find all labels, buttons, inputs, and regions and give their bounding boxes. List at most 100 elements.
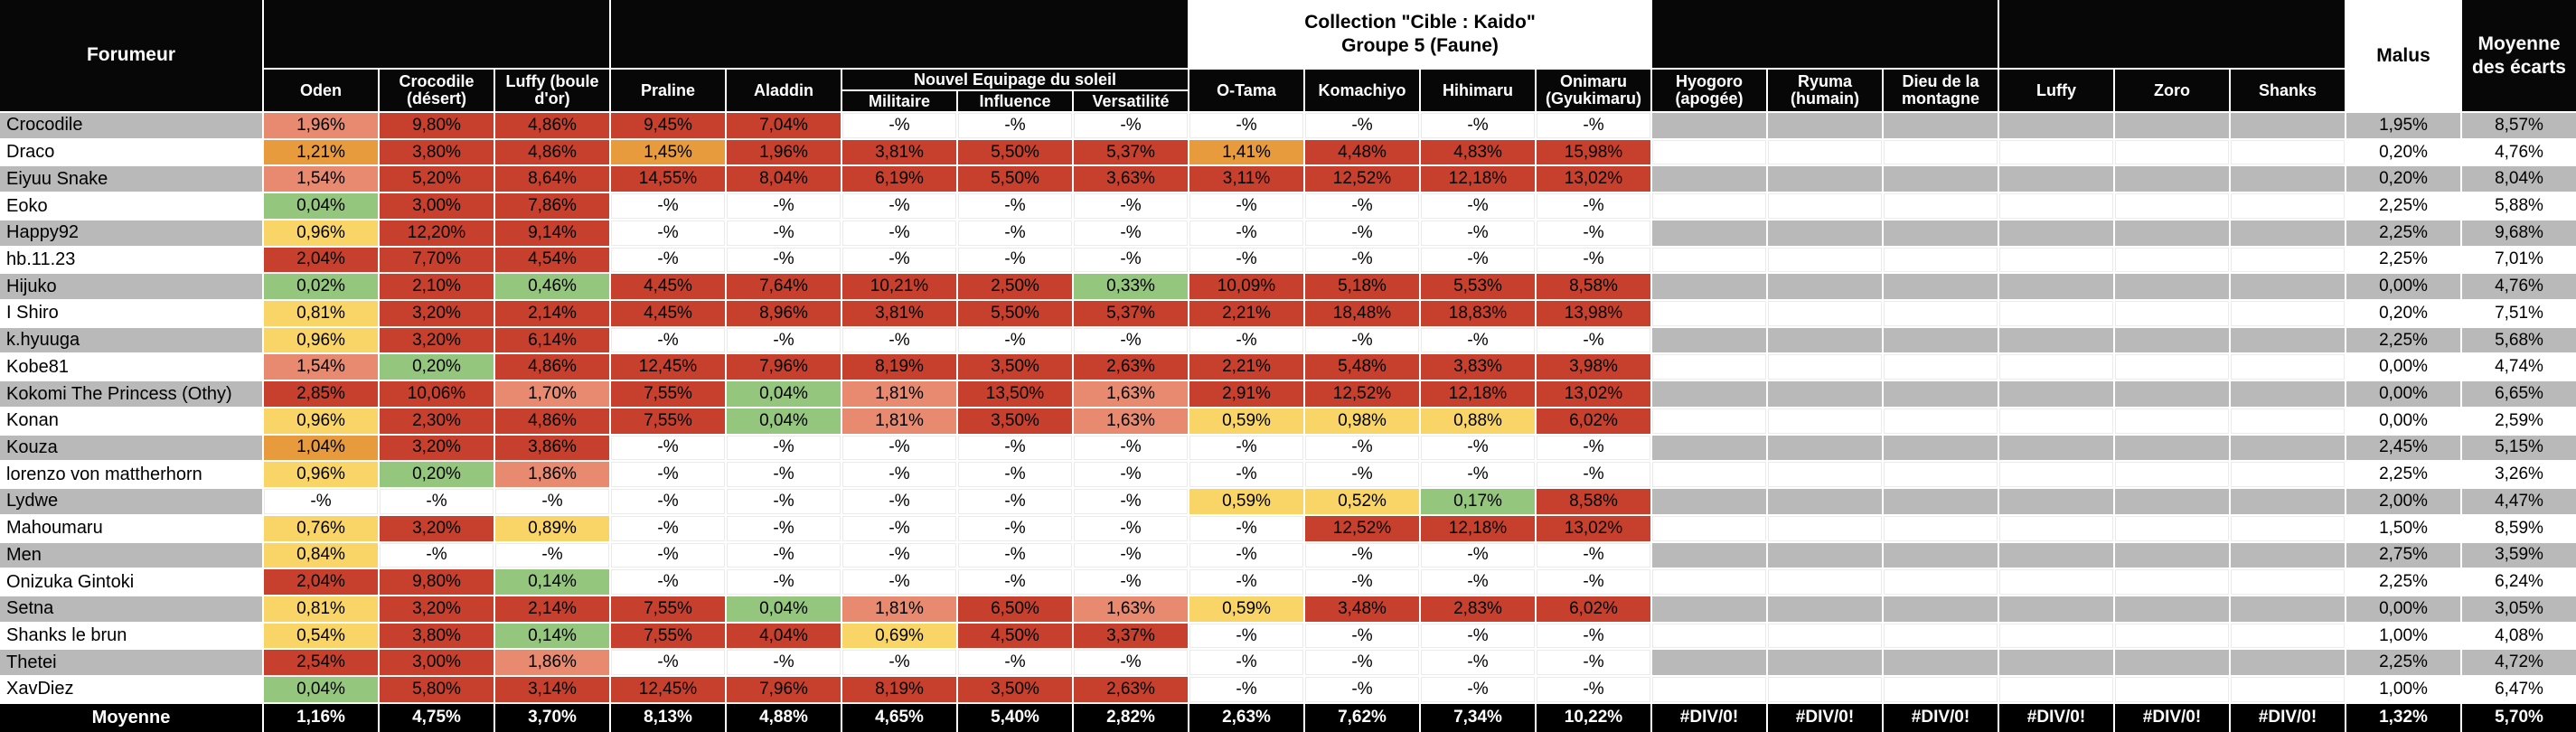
malus-cell[interactable]: 2,25% <box>2346 193 2460 219</box>
empty-cell[interactable] <box>2115 408 2229 434</box>
dash-cell[interactable]: -% <box>1537 569 1650 595</box>
dash-cell[interactable]: -% <box>611 542 725 568</box>
value-cell[interactable]: 12,52% <box>1305 381 1419 407</box>
dash-cell[interactable]: -% <box>1305 435 1419 461</box>
dash-cell[interactable]: -% <box>1421 220 1535 246</box>
empty-cell[interactable] <box>1768 274 1882 300</box>
value-cell[interactable]: 4,54% <box>495 247 609 273</box>
empty-cell[interactable] <box>1999 462 2113 488</box>
value-cell[interactable]: 1,41% <box>1189 139 1303 165</box>
empty-cell[interactable] <box>2231 435 2345 461</box>
dash-cell[interactable]: -% <box>1189 677 1303 702</box>
dash-cell[interactable]: -% <box>1189 113 1303 138</box>
dash-cell[interactable]: -% <box>1305 623 1419 649</box>
empty-cell[interactable] <box>2231 677 2345 702</box>
dash-cell[interactable]: -% <box>1305 462 1419 488</box>
empty-cell[interactable] <box>1884 139 1998 165</box>
value-cell[interactable]: 1,96% <box>264 113 378 138</box>
value-cell[interactable]: 0,46% <box>495 274 609 300</box>
empty-cell[interactable] <box>2231 462 2345 488</box>
value-cell[interactable]: 12,52% <box>1305 166 1419 192</box>
dash-cell[interactable]: -% <box>1421 623 1535 649</box>
empty-cell[interactable] <box>1884 569 1998 595</box>
empty-cell[interactable] <box>1999 381 2113 407</box>
empty-cell[interactable] <box>2115 354 2229 380</box>
moyenne-value-cell[interactable]: 8,13% <box>611 703 725 732</box>
value-cell[interactable]: 1,81% <box>842 408 956 434</box>
empty-cell[interactable] <box>1768 623 1882 649</box>
dash-cell[interactable]: -% <box>380 542 494 568</box>
value-cell[interactable]: 0,84% <box>264 542 378 568</box>
moyenne-value-cell[interactable]: 4,75% <box>380 703 494 732</box>
value-cell[interactable]: 0,20% <box>380 462 494 488</box>
value-cell[interactable]: 1,04% <box>264 435 378 461</box>
empty-cell[interactable] <box>1884 542 1998 568</box>
empty-cell[interactable] <box>1652 462 1766 488</box>
empty-cell[interactable] <box>1768 354 1882 380</box>
avg-cell[interactable]: 8,59% <box>2462 515 2576 541</box>
malus-cell[interactable]: 0,00% <box>2346 408 2460 434</box>
empty-cell[interactable] <box>1884 435 1998 461</box>
value-cell[interactable]: 2,14% <box>495 596 609 622</box>
empty-cell[interactable] <box>2115 542 2229 568</box>
value-cell[interactable]: 3,14% <box>495 677 609 702</box>
value-cell[interactable]: 9,14% <box>495 220 609 246</box>
dash-cell[interactable]: -% <box>1537 247 1650 273</box>
value-cell[interactable]: 2,30% <box>380 408 494 434</box>
dash-cell[interactable]: -% <box>1074 542 1188 568</box>
group-header-nouvel-equipage-du-soleil[interactable]: Nouvel Equipage du soleil <box>842 70 1188 89</box>
dash-cell[interactable]: -% <box>1074 193 1188 219</box>
empty-cell[interactable] <box>2231 327 2345 353</box>
dash-cell[interactable]: -% <box>1074 113 1188 138</box>
empty-cell[interactable] <box>1999 354 2113 380</box>
value-cell[interactable]: 2,21% <box>1189 354 1303 380</box>
col-header-onimaru-gyukimaru[interactable]: Onimaru (Gyukimaru) <box>1537 70 1650 111</box>
value-cell[interactable]: 3,83% <box>1421 354 1535 380</box>
value-cell[interactable]: 2,63% <box>1074 677 1188 702</box>
empty-cell[interactable] <box>2231 596 2345 622</box>
value-cell[interactable]: 5,80% <box>380 677 494 702</box>
value-cell[interactable]: 0,89% <box>495 515 609 541</box>
value-cell[interactable]: 0,96% <box>264 327 378 353</box>
value-cell[interactable]: 13,02% <box>1537 166 1650 192</box>
dash-cell[interactable]: -% <box>1305 113 1419 138</box>
row-label-shanks-le-brun[interactable]: Shanks le brun <box>0 623 262 649</box>
value-cell[interactable]: 2,54% <box>264 650 378 676</box>
dash-cell[interactable]: -% <box>727 435 841 461</box>
value-cell[interactable]: 2,21% <box>1189 301 1303 326</box>
value-cell[interactable]: 0,96% <box>264 462 378 488</box>
dash-cell[interactable]: -% <box>1537 193 1650 219</box>
empty-cell[interactable] <box>1999 596 2113 622</box>
moyenne-value-cell[interactable]: 2,82% <box>1074 703 1188 732</box>
empty-cell[interactable] <box>1999 220 2113 246</box>
value-cell[interactable]: 0,52% <box>1305 489 1419 514</box>
malus-cell[interactable]: 0,20% <box>2346 139 2460 165</box>
error-cell[interactable]: #DIV/0! <box>1768 703 1882 732</box>
empty-cell[interactable] <box>1768 650 1882 676</box>
value-cell[interactable]: 5,50% <box>958 166 1072 192</box>
empty-cell[interactable] <box>1768 542 1882 568</box>
dash-cell[interactable]: -% <box>1074 247 1188 273</box>
value-cell[interactable]: 1,54% <box>264 354 378 380</box>
value-cell[interactable]: 12,52% <box>1305 515 1419 541</box>
empty-cell[interactable] <box>1884 462 1998 488</box>
value-cell[interactable]: 4,04% <box>727 623 841 649</box>
value-cell[interactable]: 4,45% <box>611 301 725 326</box>
malus-cell[interactable]: 0,00% <box>2346 274 2460 300</box>
value-cell[interactable]: 0,04% <box>727 408 841 434</box>
dash-cell[interactable]: -% <box>958 193 1072 219</box>
row-label-kobe81[interactable]: Kobe81 <box>0 354 262 380</box>
value-cell[interactable]: 0,04% <box>264 193 378 219</box>
value-cell[interactable]: 7,96% <box>727 354 841 380</box>
dash-cell[interactable]: -% <box>611 515 725 541</box>
value-cell[interactable]: 7,86% <box>495 193 609 219</box>
dash-cell[interactable]: -% <box>1537 113 1650 138</box>
empty-cell[interactable] <box>2115 435 2229 461</box>
empty-cell[interactable] <box>2115 139 2229 165</box>
col-header-dieu-de-la-montagne[interactable]: Dieu de la montagne <box>1884 70 1998 111</box>
avg-cell[interactable]: 3,26% <box>2462 462 2576 488</box>
value-cell[interactable]: 5,50% <box>958 139 1072 165</box>
empty-cell[interactable] <box>1999 113 2113 138</box>
empty-cell[interactable] <box>1652 354 1766 380</box>
empty-cell[interactable] <box>2115 113 2229 138</box>
